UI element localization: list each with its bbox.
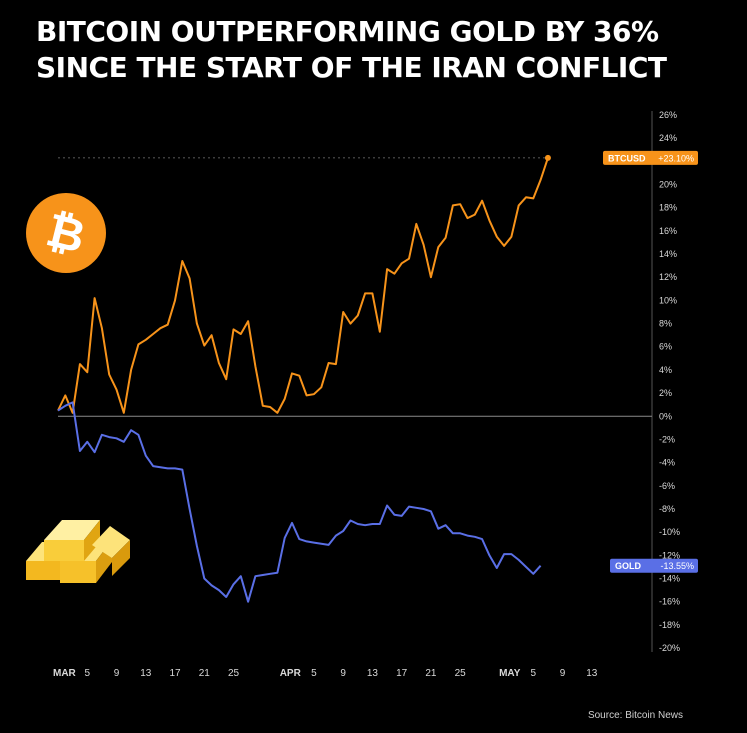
x-tick-label: 17 [396, 668, 408, 679]
y-tick-label: -4% [659, 458, 675, 468]
y-tick-label: -18% [659, 620, 680, 630]
x-tick-label: 13 [586, 668, 598, 679]
x-tick-label: 5 [531, 668, 537, 679]
x-tick-label-month: MAY [499, 668, 521, 679]
source-credit: Source: Bitcoin News [587, 710, 683, 721]
y-tick-label: 20% [659, 180, 677, 190]
end-label-btcusd: BTCUSD +23.10% [603, 150, 698, 165]
x-tick-label: 9 [560, 668, 566, 679]
y-tick-label: 2% [659, 388, 672, 398]
y-tick-label: 6% [659, 342, 672, 352]
y-tick-label: -14% [659, 573, 680, 583]
x-tick-label: 9 [114, 668, 120, 679]
x-axis: MAR 5 9 13 17 21 25 APR 5 9 13 17 21 25 MAY 5 9 13 [53, 668, 598, 679]
x-tick-label: 5 [311, 668, 317, 679]
y-tick-label: -8% [659, 504, 675, 514]
x-tick-label: 5 [84, 668, 90, 679]
y-tick-label: 14% [659, 249, 677, 259]
y-tick-label: 10% [659, 295, 677, 305]
end-label-value: +23.10% [658, 153, 694, 163]
series-line-btcusd [57, 157, 549, 414]
x-tick-label: 21 [425, 668, 437, 679]
end-labels-layer: BTCUSD +23.10% GOLD -13.55% [603, 150, 698, 573]
y-tick-label: -20% [659, 643, 680, 653]
y-tick-label: -12% [659, 550, 680, 560]
btc-end-dot [544, 154, 551, 161]
y-tick-label: 0% [659, 411, 672, 421]
y-tick-label: -16% [659, 597, 680, 607]
y-tick-label: 16% [659, 226, 677, 236]
gold-bars-icon [26, 520, 130, 583]
end-label-gold: GOLD -13.55% [610, 558, 698, 573]
y-tick-label: 24% [659, 133, 677, 143]
y-tick-label: 12% [659, 272, 677, 282]
end-label-name: GOLD [615, 561, 641, 571]
series-layer [57, 154, 551, 603]
series-line-gold [57, 401, 542, 603]
x-tick-label: 13 [140, 668, 152, 679]
title-line-1: BITCOIN OUTPERFORMING GOLD BY 36% [36, 15, 659, 48]
end-label-name: BTCUSD [608, 153, 646, 163]
x-tick-label: 25 [228, 668, 240, 679]
y-tick-label: 4% [659, 365, 672, 375]
y-tick-label: 26% [659, 110, 677, 120]
x-tick-label: 21 [199, 668, 211, 679]
x-tick-label-month: MAR [53, 668, 77, 679]
bitcoin-logo-icon: ₿ [26, 193, 106, 273]
y-tick-label: -2% [659, 434, 675, 444]
y-tick-label: -6% [659, 481, 675, 491]
y-tick-label: 18% [659, 203, 677, 213]
end-label-box [610, 558, 698, 573]
x-tick-label-month: APR [280, 668, 302, 679]
end-label-value: -13.55% [660, 561, 694, 571]
y-tick-label: 8% [659, 319, 672, 329]
title-line-2: SINCE THE START OF THE IRAN CONFLICT [36, 51, 667, 84]
y-axis: 26%24%22%20%18%16%14%12%10%8%6%4%2%0%-2%… [651, 110, 680, 653]
x-tick-label: 9 [340, 668, 346, 679]
x-tick-label: 13 [367, 668, 379, 679]
x-tick-label: 25 [455, 668, 467, 679]
end-label-box [603, 150, 698, 165]
y-tick-label: -10% [659, 527, 680, 537]
x-tick-label: 17 [169, 668, 181, 679]
page-title: BITCOIN OUTPERFORMING GOLD BY 36% SINCE … [36, 14, 736, 86]
